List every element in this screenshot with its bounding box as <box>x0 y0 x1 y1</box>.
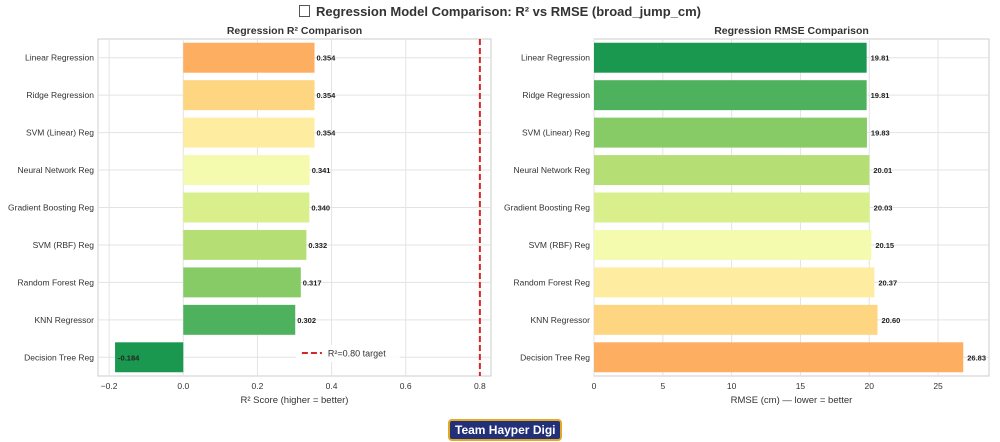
r2-value-label: 0.354 <box>317 54 337 63</box>
r2-category-label: SVM (Linear) Reg <box>26 128 94 138</box>
r2-xtick-label: 0.0 <box>177 381 189 391</box>
rmse-category-label: Gradient Boosting Reg <box>504 203 590 213</box>
r2-category-label: Gradient Boosting Reg <box>8 203 94 213</box>
r2-category-label: Random Forest Reg <box>17 277 94 287</box>
r2-bar <box>183 304 296 335</box>
rmse-value-label: 26.83 <box>967 353 986 362</box>
r2-value-label: 0.317 <box>303 278 322 287</box>
rmse-category-label: KNN Regressor <box>530 315 590 325</box>
rmse-value-label: 20.03 <box>874 204 893 213</box>
r2-value-label: 0.354 <box>317 129 337 138</box>
r2-chart-title: Regression R² Comparison <box>227 25 362 37</box>
r2-x-axis-label: R² Score (higher = better) <box>241 395 349 406</box>
rmse-bar <box>594 267 875 298</box>
r2-xtick-label: −0.2 <box>101 381 118 391</box>
team-watermark: Team Hayper Digi <box>448 419 563 441</box>
rmse-xtick-label: 20 <box>865 381 875 391</box>
r2-bar <box>183 155 310 186</box>
r2-bar <box>183 80 315 111</box>
rmse-value-label: 20.37 <box>878 278 897 287</box>
rmse-bar <box>594 117 867 148</box>
r2-bar <box>183 192 310 223</box>
r2-bar <box>115 342 184 373</box>
rmse-chart-title: Regression RMSE Comparison <box>714 25 869 37</box>
r2-bar <box>183 267 301 298</box>
r2-legend <box>295 345 400 362</box>
rmse-xtick-label: 0 <box>592 381 597 391</box>
r2-value-label: 0.340 <box>311 204 330 213</box>
figure-title: Regression Model Comparison: R² vs RMSE … <box>0 4 1000 19</box>
rmse-bar <box>594 192 870 223</box>
rmse-value-label: 20.01 <box>873 166 892 175</box>
rmse-category-label: SVM (Linear) Reg <box>522 128 590 138</box>
rmse-chart: 19.81 19.81 19.83 20.01 20.03 20.15 20.37 20.60… <box>504 25 990 406</box>
rmse-category-label: Decision Tree Reg <box>520 352 590 362</box>
rmse-value-label: 20.60 <box>882 316 901 325</box>
rmse-category-label: Neural Network Reg <box>513 165 590 175</box>
rmse-xtick-label: 25 <box>933 381 943 391</box>
r2-category-label: Neural Network Reg <box>17 165 94 175</box>
r2-value-label: 0.354 <box>317 91 337 100</box>
r2-bar <box>183 229 307 260</box>
rmse-xtick-label: 10 <box>727 381 737 391</box>
rmse-bar <box>594 80 867 111</box>
r2-bar <box>183 42 315 73</box>
rmse-bar <box>594 304 878 335</box>
rmse-bar <box>594 342 964 373</box>
r2-value-label: 0.302 <box>297 316 316 325</box>
rmse-value-label: 19.83 <box>871 129 890 138</box>
rmse-category-label: SVM (RBF) Reg <box>529 240 591 250</box>
figure-title-text: Regression Model Comparison: R² vs RMSE … <box>315 4 701 19</box>
r2-bar <box>183 117 315 148</box>
rmse-bar <box>594 229 872 260</box>
rmse-bar <box>594 42 867 73</box>
rmse-xtick-label: 15 <box>796 381 806 391</box>
r2-xtick-label: 0.2 <box>252 381 264 391</box>
r2-xtick-label: 0.8 <box>474 381 486 391</box>
r2-category-label: Decision Tree Reg <box>24 352 94 362</box>
title-glyph-icon <box>298 5 310 17</box>
r2-category-label: KNN Regressor <box>34 315 94 325</box>
r2-category-label: Ridge Regression <box>26 90 94 100</box>
rmse-x-axis-label: RMSE (cm) — lower = better <box>731 395 853 406</box>
r2-category-label: SVM (RBF) Reg <box>33 240 95 250</box>
r2-chart: R²=0.80 target 0.354 0.354 0.354 0.341 0.340 0… <box>8 25 492 406</box>
rmse-xtick-label: 5 <box>660 381 665 391</box>
r2-value-label: 0.341 <box>312 166 331 175</box>
r2-xtick-label: 0.6 <box>400 381 412 391</box>
r2-legend-label: R²=0.80 target <box>328 349 386 359</box>
rmse-value-label: 19.81 <box>871 54 890 63</box>
rmse-bar <box>594 155 870 186</box>
r2-value-label: 0.332 <box>308 241 327 250</box>
rmse-category-label: Linear Regression <box>521 53 590 63</box>
rmse-category-label: Random Forest Reg <box>513 277 590 287</box>
r2-xtick-label: 0.4 <box>326 381 338 391</box>
rmse-value-label: 20.15 <box>875 241 894 250</box>
rmse-category-label: Ridge Regression <box>522 90 590 100</box>
r2-value-label: -0.184 <box>118 353 140 362</box>
rmse-value-label: 19.81 <box>871 91 890 100</box>
r2-category-label: Linear Regression <box>25 53 94 63</box>
